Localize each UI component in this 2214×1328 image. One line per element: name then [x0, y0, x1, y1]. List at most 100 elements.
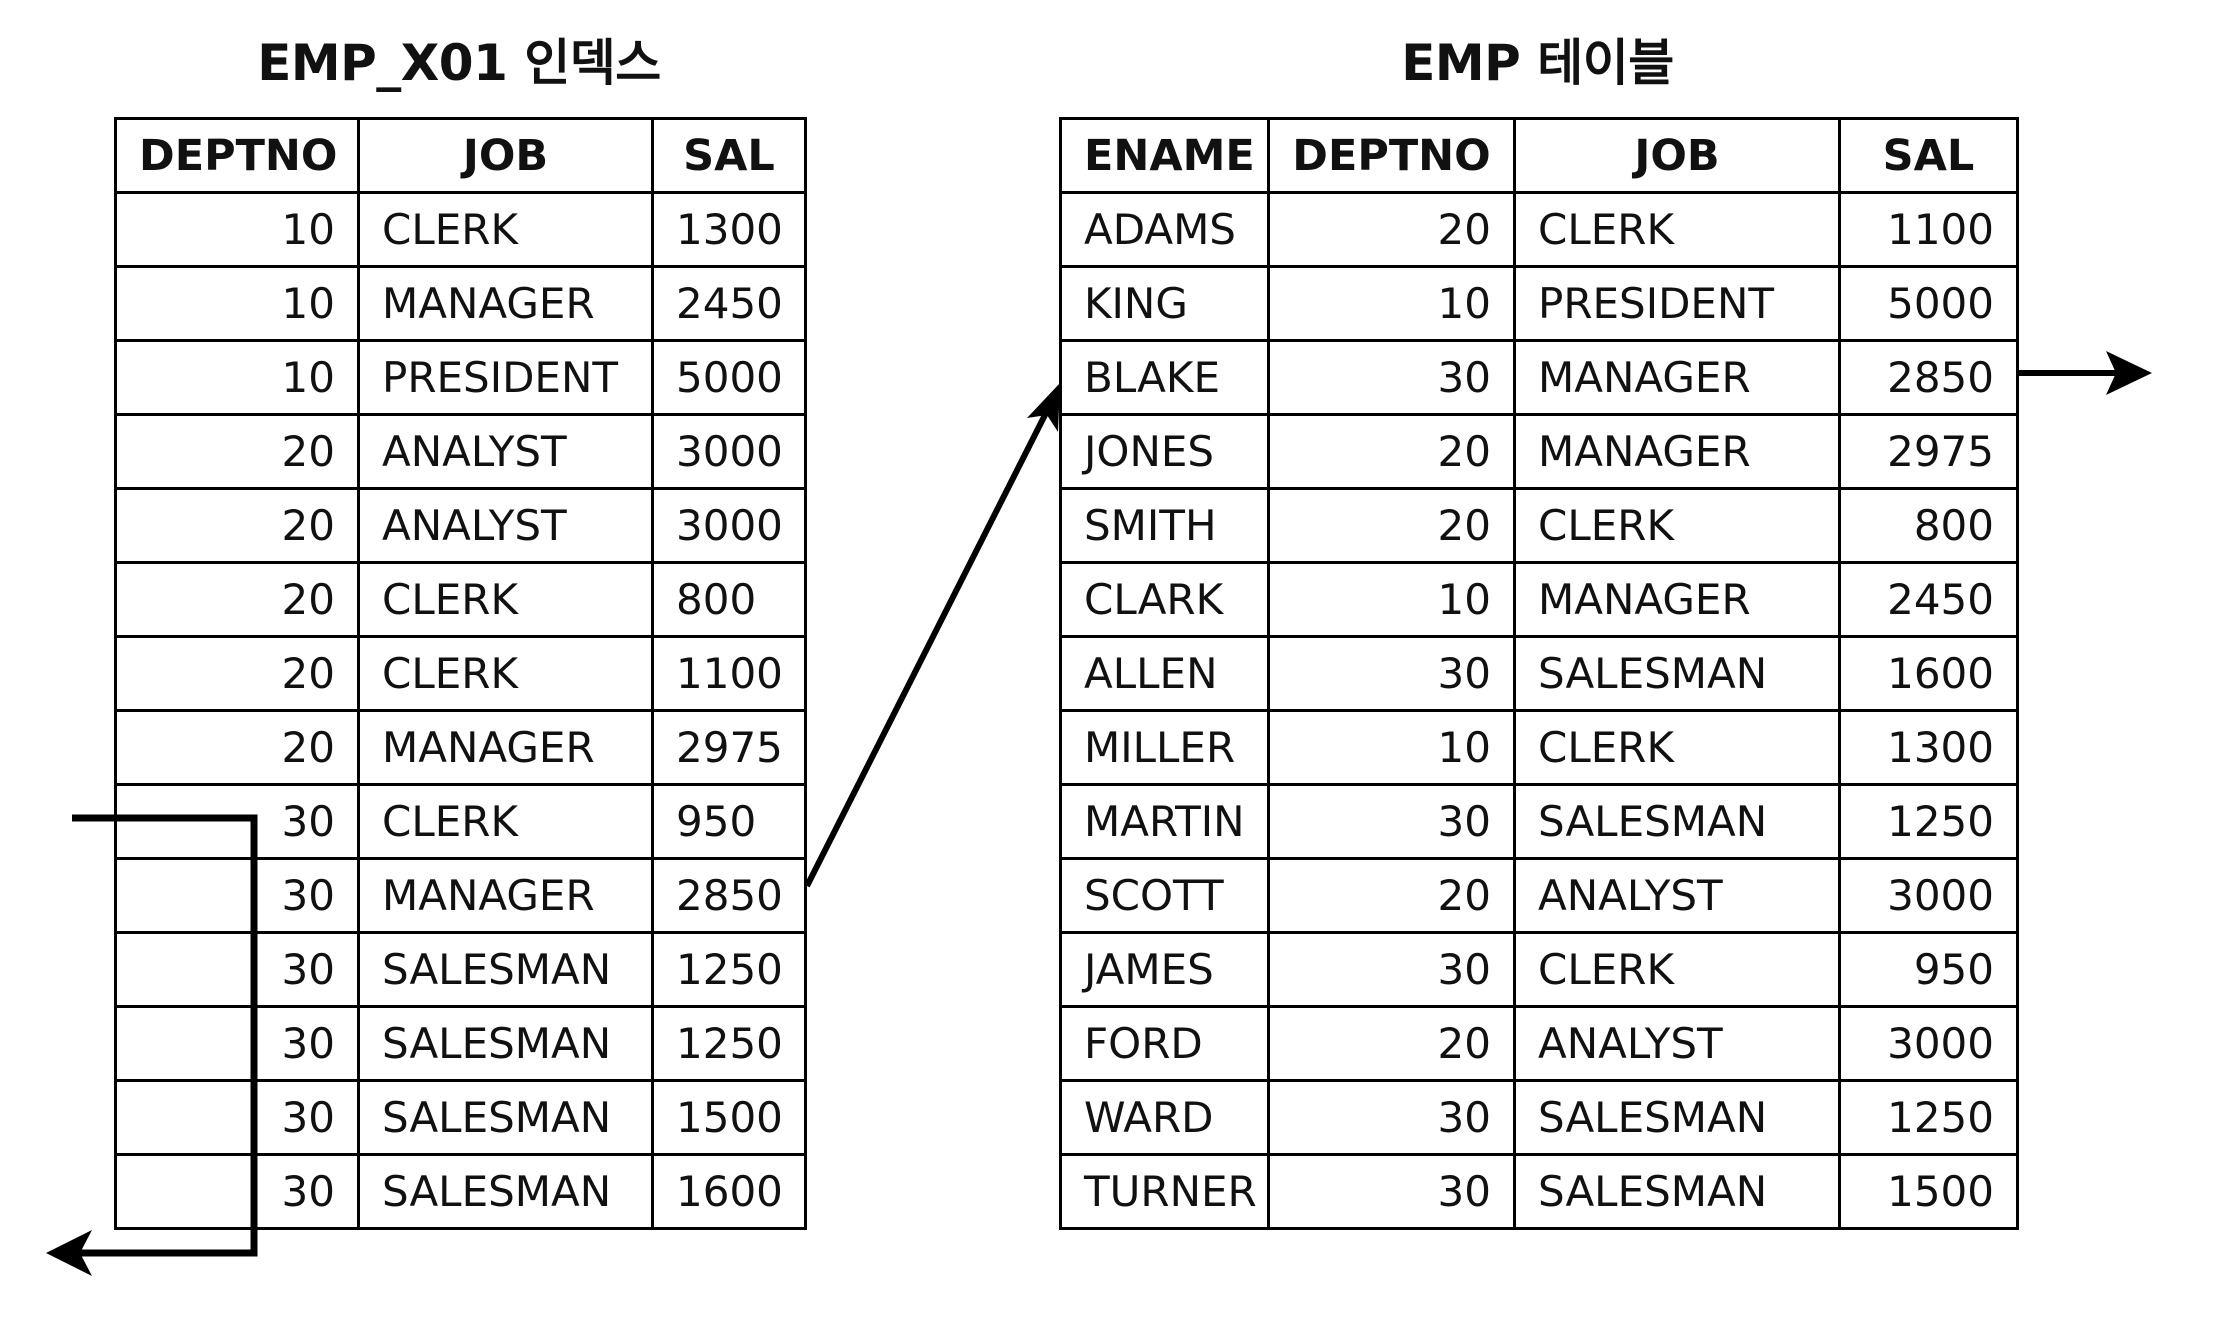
cell-job: SALESMAN: [1513, 1079, 1841, 1156]
cell-job: MANAGER: [1513, 561, 1841, 638]
scan-range-bracket: [62, 814, 258, 1257]
table-access-arrow: [804, 405, 1052, 888]
table-row: JAMES 30 CLERK 950: [1059, 931, 2019, 1008]
cell-sal: 1100: [651, 635, 807, 712]
scan-exit-arrowhead: [46, 1230, 92, 1276]
cell-job: SALESMAN: [357, 1005, 654, 1082]
cell-job: ANALYST: [1513, 857, 1841, 934]
index-table: DEPTNO JOB SAL 10 CLERK 1300 10 MANAGER 2450 1…: [114, 117, 807, 1230]
cell-job: CLERK: [357, 783, 654, 860]
table-row: 30 SALESMAN 1600: [114, 1153, 807, 1230]
cell-sal: 2975: [1838, 413, 2019, 490]
cell-deptno: 20: [1267, 413, 1516, 490]
cell-sal: 2450: [1838, 561, 2019, 638]
cell-deptno: 20: [114, 561, 360, 638]
header-row: ENAME DEPTNO JOB SAL: [1059, 117, 2019, 194]
table-row: 20 ANALYST 3000: [114, 487, 807, 564]
table-row: 10 MANAGER 2450: [114, 265, 807, 342]
index-title: EMP_X01 인덱스: [257, 34, 661, 92]
table-row: 10 PRESIDENT 5000: [114, 339, 807, 416]
cell-sal: 1500: [651, 1079, 807, 1156]
cell-ename: JAMES: [1059, 931, 1270, 1008]
cell-sal: 3000: [1838, 857, 2019, 934]
cell-deptno: 20: [1267, 1005, 1516, 1082]
column-header-deptno: DEPTNO: [114, 117, 360, 194]
cell-sal: 800: [651, 561, 807, 638]
emp-table: ENAME DEPTNO JOB SAL ADAMS 20 CLERK 1100 KIN…: [1059, 117, 2019, 1230]
cell-deptno: 20: [1267, 191, 1516, 268]
cell-sal: 1300: [1838, 709, 2019, 786]
cell-deptno: 30: [114, 931, 360, 1008]
cell-sal: 950: [1838, 931, 2019, 1008]
table-row: 30 SALESMAN 1250: [114, 1005, 807, 1082]
cell-deptno: 10: [1267, 265, 1516, 342]
cell-deptno: 20: [114, 487, 360, 564]
table-row: ALLEN 30 SALESMAN 1600: [1059, 635, 2019, 712]
cell-sal: 1250: [1838, 783, 2019, 860]
cell-sal: 2450: [651, 265, 807, 342]
cell-deptno: 10: [114, 191, 360, 268]
cell-job: MANAGER: [357, 265, 654, 342]
cell-job: MANAGER: [357, 709, 654, 786]
cell-sal: 2850: [651, 857, 807, 934]
cell-deptno: 20: [1267, 857, 1516, 934]
cell-ename: BLAKE: [1059, 339, 1270, 416]
cell-ename: TURNER: [1059, 1153, 1270, 1230]
table-row: WARD 30 SALESMAN 1250: [1059, 1079, 2019, 1156]
cell-deptno: 20: [1267, 487, 1516, 564]
cell-sal: 2975: [651, 709, 807, 786]
column-header-job: JOB: [357, 117, 654, 194]
table-row: 20 MANAGER 2975: [114, 709, 807, 786]
cell-ename: CLARK: [1059, 561, 1270, 638]
column-header-sal: SAL: [651, 117, 807, 194]
cell-deptno: 30: [114, 1079, 360, 1156]
header-row: DEPTNO JOB SAL: [114, 117, 807, 194]
cell-sal: 5000: [651, 339, 807, 416]
table-row: ADAMS 20 CLERK 1100: [1059, 191, 2019, 268]
cell-ename: ALLEN: [1059, 635, 1270, 712]
cell-job: ANALYST: [357, 413, 654, 490]
cell-job: ANALYST: [357, 487, 654, 564]
cell-job: ANALYST: [1513, 1005, 1841, 1082]
cell-deptno: 30: [114, 1005, 360, 1082]
cell-deptno: 10: [114, 265, 360, 342]
cell-deptno: 10: [114, 339, 360, 416]
cell-deptno: 30: [1267, 783, 1516, 860]
table-row: 30 MANAGER 2850: [114, 857, 807, 934]
table-row: MILLER 10 CLERK 1300: [1059, 709, 2019, 786]
cell-ename: MARTIN: [1059, 783, 1270, 860]
table-title: EMP 테이블: [1401, 34, 1674, 92]
column-header-deptno: DEPTNO: [1267, 117, 1516, 194]
table-row: SCOTT 20 ANALYST 3000: [1059, 857, 2019, 934]
cell-job: CLERK: [357, 635, 654, 712]
cell-job: SALESMAN: [357, 931, 654, 1008]
cell-deptno: 10: [1267, 561, 1516, 638]
cell-deptno: 30: [114, 857, 360, 934]
cell-sal: 3000: [651, 487, 807, 564]
cell-ename: WARD: [1059, 1079, 1270, 1156]
cell-job: PRESIDENT: [357, 339, 654, 416]
table-row: 20 CLERK 1100: [114, 635, 807, 712]
table-row: MARTIN 30 SALESMAN 1250: [1059, 783, 2019, 860]
table-row: 10 CLERK 1300: [114, 191, 807, 268]
cell-job: CLERK: [1513, 487, 1841, 564]
table-row: 30 SALESMAN 1250: [114, 931, 807, 1008]
table-row: JONES 20 MANAGER 2975: [1059, 413, 2019, 490]
cell-sal: 1500: [1838, 1153, 2019, 1230]
cell-deptno: 30: [1267, 339, 1516, 416]
cell-sal: 1250: [1838, 1079, 2019, 1156]
cell-job: MANAGER: [357, 857, 654, 934]
cell-sal: 5000: [1838, 265, 2019, 342]
cell-ename: ADAMS: [1059, 191, 1270, 268]
table-row: 30 SALESMAN 1500: [114, 1079, 807, 1156]
output-arrowhead: [2106, 351, 2152, 395]
cell-job: PRESIDENT: [1513, 265, 1841, 342]
table-row: 20 ANALYST 3000: [114, 413, 807, 490]
cell-ename: FORD: [1059, 1005, 1270, 1082]
cell-sal: 1600: [651, 1153, 807, 1230]
table-row: 30 CLERK 950: [114, 783, 807, 860]
cell-job: SALESMAN: [357, 1153, 654, 1230]
cell-sal: 1250: [651, 1005, 807, 1082]
cell-sal: 950: [651, 783, 807, 860]
